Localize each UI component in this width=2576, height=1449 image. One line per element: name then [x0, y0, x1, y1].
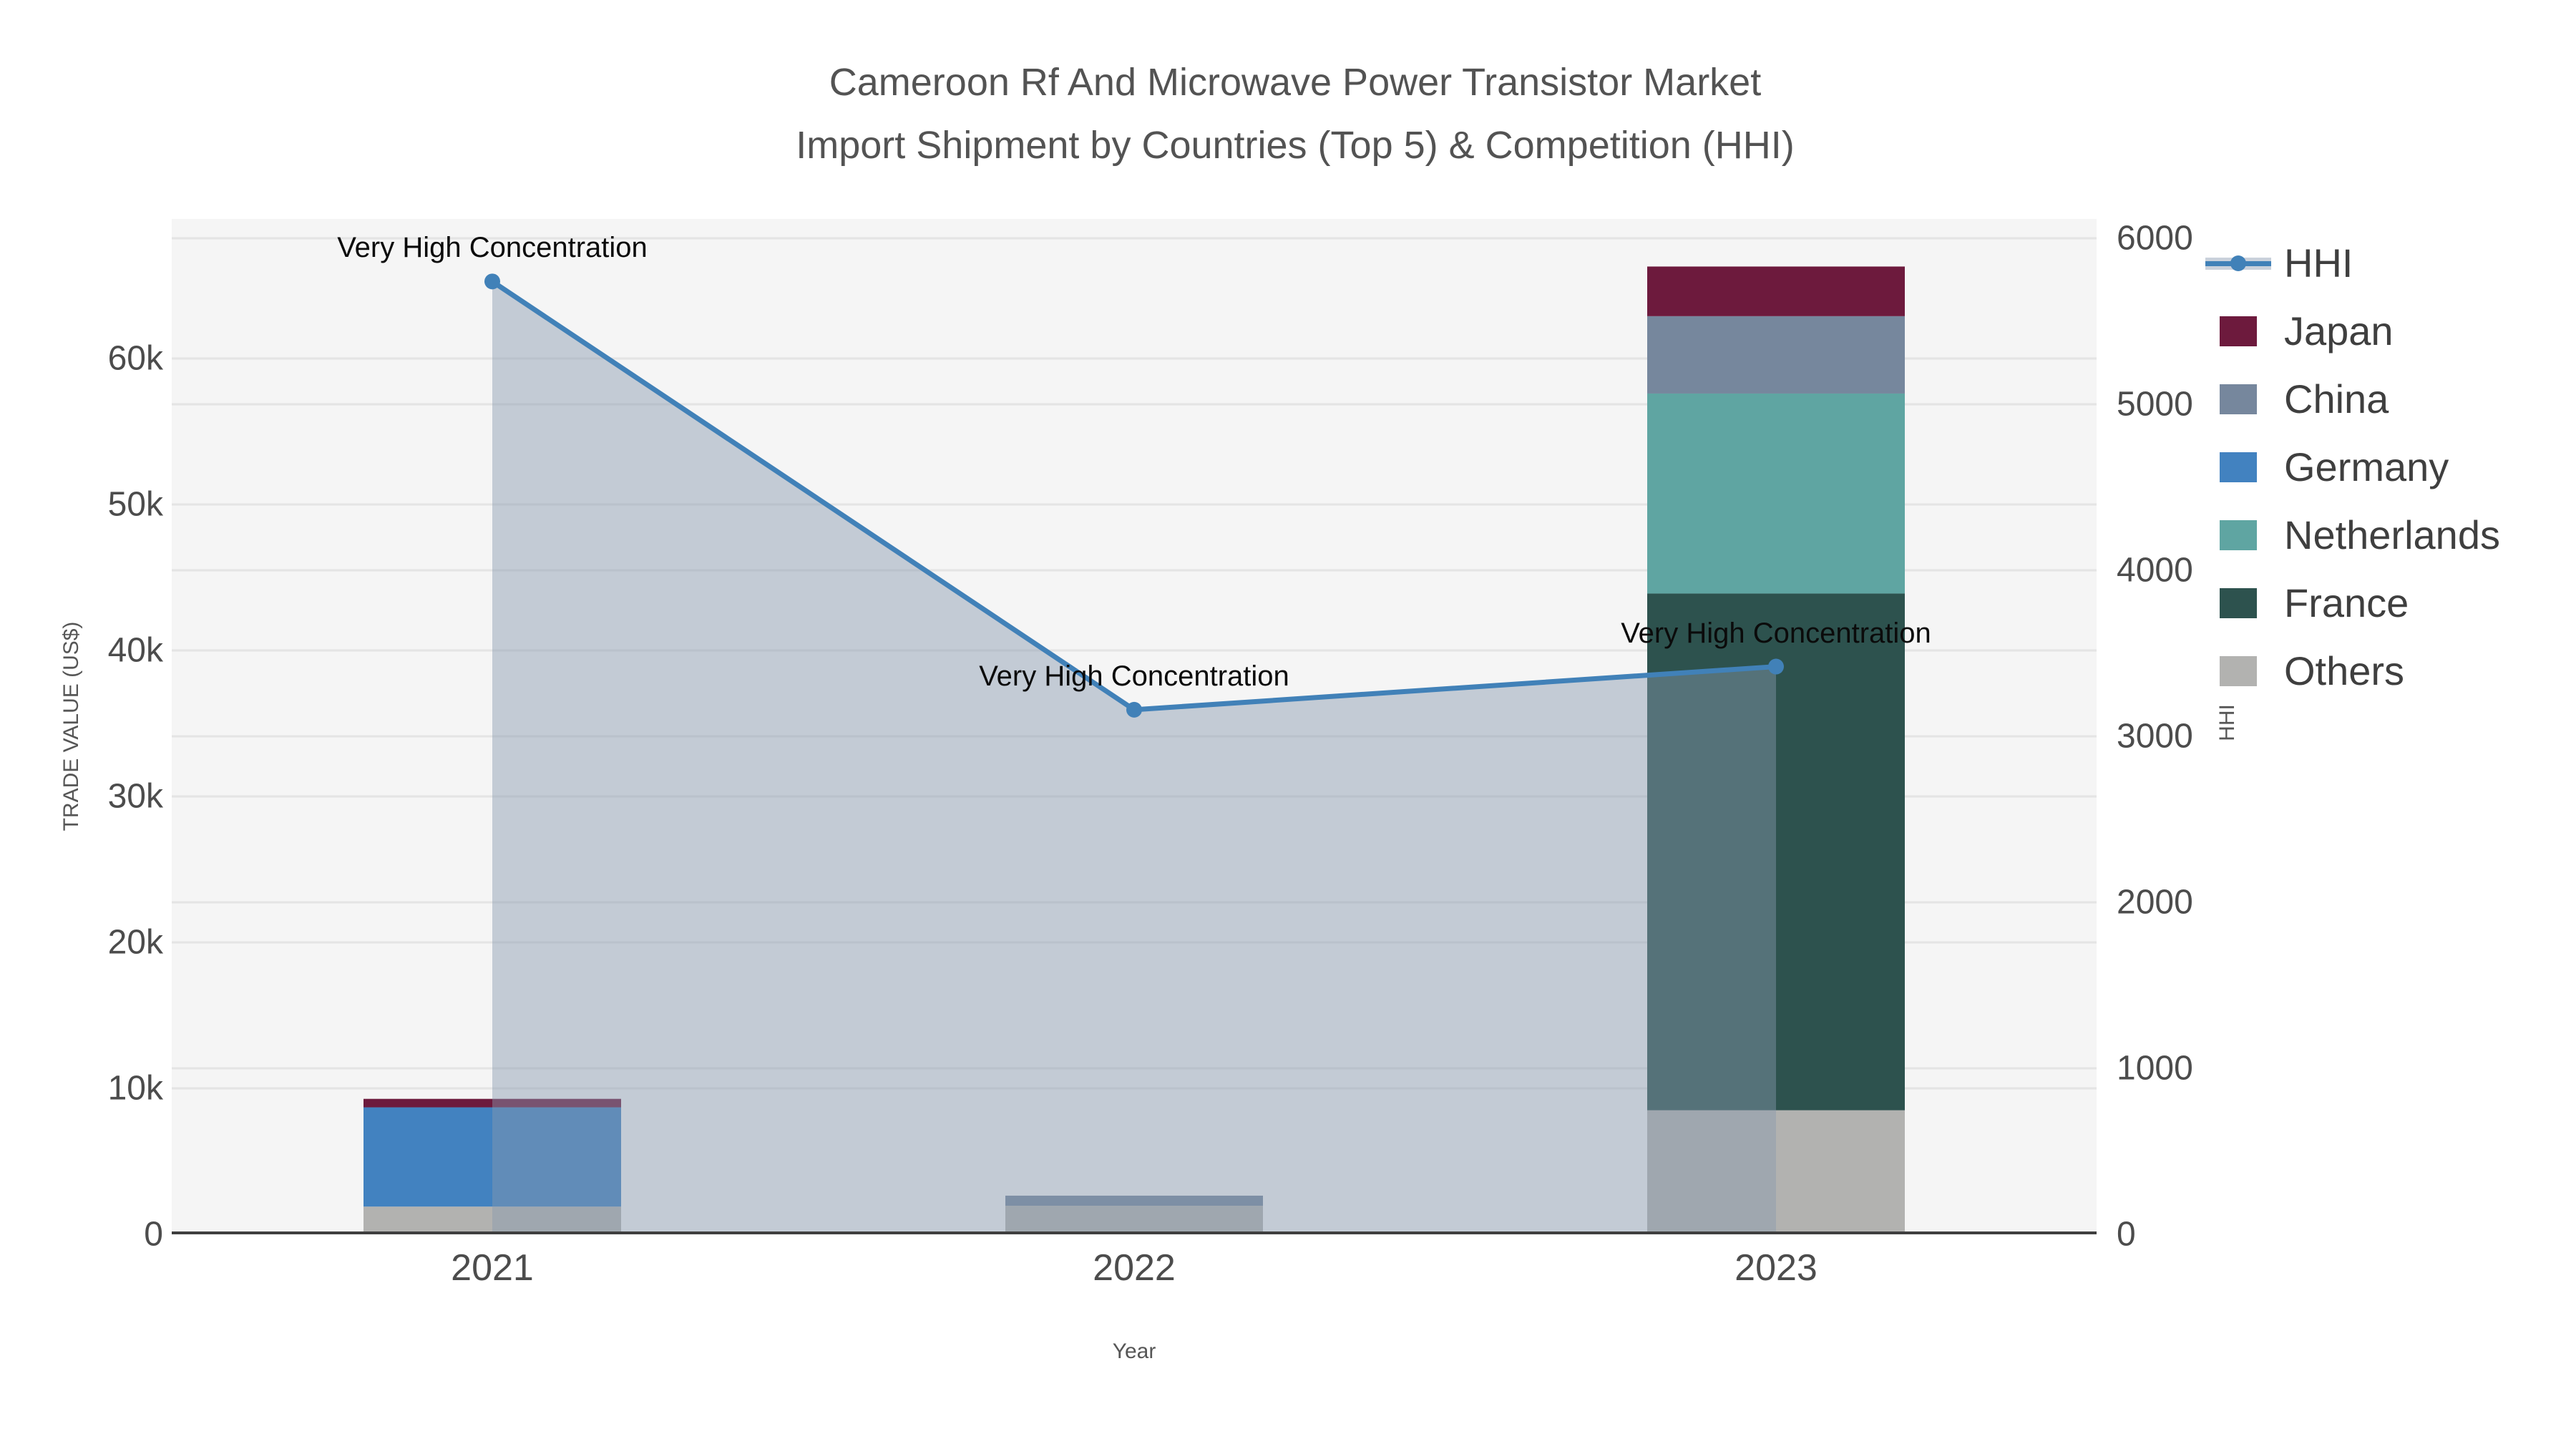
y-right-tick-2000: 2000 — [2117, 883, 2193, 922]
annotation-2023: Very High Concentration — [1621, 617, 1931, 649]
bar-segment-japan-2023[interactable] — [1647, 266, 1905, 316]
legend: HHI Japan China Germany Netherlands France Oth… — [2205, 229, 2500, 705]
legend-label: HHI — [2284, 240, 2353, 286]
y-right-tick-6000: 6000 — [2117, 219, 2193, 258]
bar-segment-china-2022[interactable] — [1005, 1195, 1263, 1206]
bar-segment-france-2023[interactable] — [1647, 593, 1905, 1111]
legend-label: Germany — [2284, 444, 2449, 489]
x-tick-2021: 2021 — [451, 1247, 534, 1289]
others-swatch-icon — [2220, 655, 2257, 686]
hhi-legend-dot — [2230, 255, 2246, 271]
y-right-tick-4000: 4000 — [2117, 551, 2193, 590]
chart-title-line1: Cameroon Rf And Microwave Power Transist… — [829, 61, 1762, 104]
y-left-tick-20k: 20k — [107, 923, 163, 962]
legend-item-japan[interactable]: Japan — [2205, 297, 2500, 365]
legend-item-others[interactable]: Others — [2205, 637, 2500, 705]
plot-area[interactable]: Very High Concentration Very High Concent… — [172, 219, 2097, 1234]
bar-segment-others-2022[interactable] — [1005, 1206, 1263, 1234]
hhi-legend-icon — [2205, 248, 2271, 279]
germany-swatch-icon — [2220, 452, 2257, 482]
legend-label: China — [2284, 376, 2389, 421]
chart-canvas — [172, 237, 2097, 1234]
bar-segment-japan-2021[interactable] — [364, 1098, 621, 1108]
japan-swatch-icon — [2220, 316, 2257, 346]
china-swatch-icon — [2220, 384, 2257, 414]
y-left-tick-40k: 40k — [107, 631, 163, 670]
legend-item-germany[interactable]: Germany — [2205, 433, 2500, 501]
y-right-tick-1000: 1000 — [2117, 1049, 2193, 1088]
legend-label: Netherlands — [2284, 512, 2500, 557]
y-right-tick-5000: 5000 — [2117, 385, 2193, 424]
legend-label: Japan — [2284, 308, 2394, 353]
y-left-tick-30k: 30k — [107, 777, 163, 816]
hhi-area-fill — [492, 281, 1776, 1234]
x-tick-2022: 2022 — [1093, 1247, 1176, 1289]
bar-segment-others-2023[interactable] — [1647, 1110, 1905, 1234]
hhi-marker-2021[interactable] — [484, 273, 500, 290]
bar-segment-others-2021[interactable] — [364, 1206, 621, 1234]
legend-label: France — [2284, 580, 2409, 625]
legend-item-france[interactable]: France — [2205, 569, 2500, 637]
y-left-tick-0: 0 — [144, 1215, 163, 1254]
y-left-tick-50k: 50k — [107, 485, 163, 524]
hhi-marker-2022[interactable] — [1126, 701, 1142, 718]
legend-item-china[interactable]: China — [2205, 365, 2500, 433]
france-swatch-icon — [2220, 587, 2257, 618]
x-tick-2023: 2023 — [1735, 1247, 1818, 1289]
hhi-marker-2023[interactable] — [1768, 658, 1784, 675]
y-axis-right-title: HHI — [2215, 704, 2239, 741]
bar-segment-china-2023[interactable] — [1647, 316, 1905, 394]
x-axis-title: Year — [1112, 1340, 1156, 1363]
y-axis-left-title: TRADE VALUE (US$) — [59, 621, 83, 831]
annotation-2022: Very High Concentration — [979, 660, 1289, 692]
chart-title: Cameroon Rf And Microwave Power Transist… — [796, 63, 1795, 165]
legend-label: Others — [2284, 648, 2405, 693]
bar-segment-germany-2021[interactable] — [364, 1107, 621, 1207]
y-right-tick-3000: 3000 — [2117, 717, 2193, 756]
netherlands-swatch-icon — [2220, 519, 2257, 550]
y-left-tick-10k: 10k — [107, 1069, 163, 1108]
y-right-tick-0: 0 — [2117, 1215, 2136, 1254]
legend-item-hhi[interactable]: HHI — [2205, 229, 2500, 297]
bar-segment-netherlands-2023[interactable] — [1647, 393, 1905, 594]
chart-title-line2: Import Shipment by Countries (Top 5) & C… — [796, 124, 1795, 167]
y-left-tick-60k: 60k — [107, 339, 163, 378]
legend-item-netherlands[interactable]: Netherlands — [2205, 501, 2500, 569]
annotation-2021: Very High Concentration — [337, 232, 648, 264]
